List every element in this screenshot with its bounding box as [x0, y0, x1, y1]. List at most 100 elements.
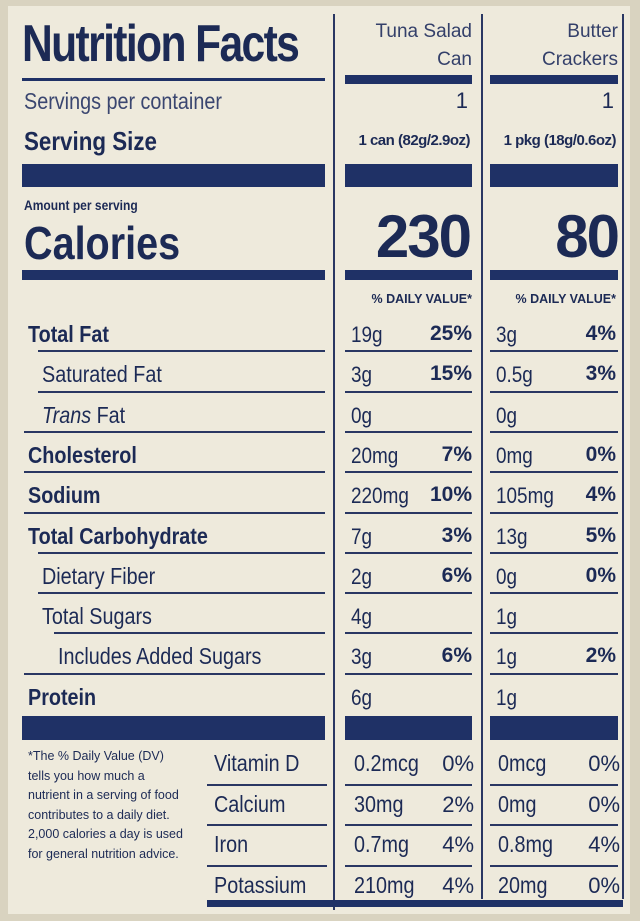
nutrient-dv-col2: 0% — [585, 443, 616, 466]
nutrient-amount-col1: 3g — [351, 644, 373, 669]
vitamin-divider-col1 — [345, 784, 472, 786]
column-2-dv-header: % DAILY VALUE* — [515, 292, 617, 306]
nutrient-amount-col1: 6g — [351, 685, 373, 710]
vitamin-divider-col2 — [490, 784, 618, 786]
nutrient-amount-col2: 3g — [496, 322, 518, 347]
nutrient-label: Protein — [28, 684, 97, 710]
nutrient-dv-col1: 6% — [441, 644, 472, 667]
nutrient-dv-col1: 3% — [441, 524, 472, 547]
row-divider-left — [38, 350, 325, 352]
vitamin-dv-col2: 0% — [588, 873, 620, 898]
nutrient-dv-col1: 15% — [429, 362, 472, 385]
row-divider-col1 — [345, 552, 472, 554]
row-divider-col2 — [490, 431, 618, 433]
row-divider-left — [38, 592, 325, 594]
vitamin-rule-left — [22, 716, 325, 740]
row-divider-col1 — [345, 431, 472, 433]
row-divider-col1 — [345, 512, 472, 514]
vitamin-amount-col1: 30mg — [354, 791, 404, 817]
nutrient-amount-col1: 220mg — [351, 483, 409, 508]
nutrient-label-italic: Trans — [42, 402, 92, 428]
nutrient-amount-col1: 4g — [351, 604, 373, 629]
row-divider-col2 — [490, 632, 618, 634]
row-divider-col1 — [345, 350, 472, 352]
thick-rule-left — [22, 164, 325, 187]
vitamin-amount-col2: 0mg — [498, 791, 537, 817]
nutrient-amount-col2: 0g — [496, 564, 518, 589]
column-1-name: Tuna Salad Can — [375, 21, 472, 70]
vitamin-amount-col2: 20mg — [498, 872, 548, 898]
nutrient-dv-col2: 4% — [585, 322, 616, 345]
column-divider-mid — [481, 14, 483, 899]
row-divider-left — [24, 431, 325, 433]
vitamin-rule-col1 — [345, 716, 472, 740]
nutrient-label: Includes Added Sugars — [58, 643, 262, 669]
nutrient-dv-col2: 2% — [585, 644, 616, 667]
column-2-name: Butter Crackers — [541, 21, 618, 70]
row-divider-col2 — [490, 673, 618, 675]
nutrient-amount-col1: 2g — [351, 564, 373, 589]
row-divider-col1 — [345, 632, 472, 634]
nutrient-amount-col2: 13g — [496, 524, 528, 549]
nutrient-dv-col1: 10% — [429, 483, 472, 506]
nutrient-label: Cholesterol — [28, 442, 137, 468]
vitamin-dv-col2: 0% — [588, 792, 620, 817]
vitamin-divider-left — [207, 865, 327, 867]
nutrient-dv-col1: 6% — [441, 564, 472, 587]
vitamin-label: Calcium — [214, 791, 286, 817]
nutrient-dv-col2: 5% — [585, 524, 616, 547]
header-rule-left — [22, 78, 325, 81]
row-divider-col2 — [490, 592, 618, 594]
row-divider-left — [38, 552, 325, 554]
row-divider-left — [24, 673, 325, 675]
vitamin-amount-col2: 0.8mg — [498, 831, 553, 857]
vitamin-divider-col1 — [345, 824, 472, 826]
column-1-calories: 230 — [375, 203, 472, 270]
vitamin-divider-col2 — [490, 865, 618, 867]
row-divider-col2 — [490, 512, 618, 514]
row-divider-left — [38, 391, 325, 393]
thick-rule-col1 — [345, 164, 472, 187]
nutrient-amount-col2: 0mg — [496, 443, 533, 468]
nutrient-amount-col1: 7g — [351, 524, 373, 549]
row-divider-left — [54, 632, 325, 634]
vitamin-rule-col2 — [490, 716, 618, 740]
row-divider-col2 — [490, 552, 618, 554]
nutrient-dv-col2: 4% — [585, 483, 616, 506]
row-divider-col1 — [345, 673, 472, 675]
label-title: Nutrition Facts — [22, 15, 300, 73]
column-1-serving-size: 1 can (82g/2.9oz) — [358, 132, 470, 149]
header-rule-col2 — [490, 75, 618, 84]
calories-rule-left — [22, 270, 325, 280]
nutrient-label: Saturated Fat — [42, 361, 162, 387]
vitamin-dv-col2: 4% — [588, 832, 620, 857]
column-divider-left — [333, 14, 335, 910]
serving-size-label: Serving Size — [24, 126, 157, 156]
amount-per-serving-label: Amount per serving — [24, 197, 138, 213]
servings-label: Servings per container — [24, 88, 222, 114]
vitamin-dv-col2: 0% — [588, 751, 620, 776]
nutrient-label: Sodium — [28, 482, 101, 508]
nutrient-label-rest: Fat — [91, 402, 126, 428]
vitamin-dv-col1: 0% — [442, 751, 474, 776]
vitamin-divider-left — [207, 824, 327, 826]
nutrient-dv-col2: 0% — [585, 564, 616, 587]
nutrient-label: Dietary Fiber — [42, 563, 156, 589]
nutrient-amount-col1: 3g — [351, 362, 373, 387]
nutrient-label: Trans Fat — [42, 402, 125, 429]
column-1-servings: 1 — [455, 88, 468, 113]
row-divider-left — [24, 471, 325, 473]
vitamin-amount-col1: 0.7mg — [354, 831, 409, 857]
row-divider-col1 — [345, 592, 472, 594]
nutrient-amount-col2: 1g — [496, 604, 518, 629]
calories-label: Calories — [24, 217, 181, 269]
vitamin-label: Potassium — [214, 872, 307, 898]
column-2-serving-size: 1 pkg (18g/0.6oz) — [503, 132, 617, 149]
vitamin-dv-col1: 4% — [442, 873, 474, 898]
row-divider-col2 — [490, 391, 618, 393]
nutrient-amount-col2: 1g — [496, 685, 518, 710]
nutrient-label: Total Sugars — [42, 603, 152, 629]
vitamin-divider-left — [207, 784, 327, 786]
row-divider-left — [24, 512, 325, 514]
nutrient-label: Total Fat — [28, 321, 109, 347]
